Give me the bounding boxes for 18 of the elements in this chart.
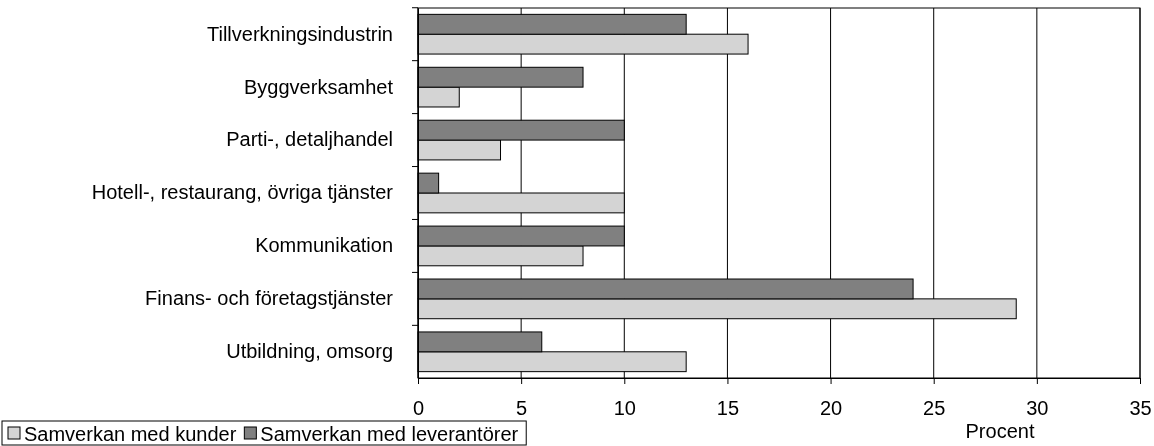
y-tick-label: Parti-, detaljhandel <box>226 128 393 151</box>
x-tick-label: 30 <box>1026 397 1049 419</box>
x-tick-label: 15 <box>716 397 740 419</box>
x-tick-label: 35 <box>1129 397 1152 419</box>
legend-label: Samverkan med kunder <box>24 423 237 445</box>
legend-label: Samverkan med leverantörer <box>260 423 519 445</box>
y-tick-label: Byggverksamhet <box>244 75 394 98</box>
x-tick-label: 10 <box>613 397 636 419</box>
x-tick-label: 0 <box>412 397 425 419</box>
x-axis-title: Procent <box>965 420 1035 442</box>
x-tick-label: 25 <box>923 397 946 419</box>
y-tick-label: Hotell-, restaurang, övriga tjänster <box>91 181 394 204</box>
y-tick-label: Finans- och företagstjänster <box>145 287 394 310</box>
x-tick-label: 20 <box>819 397 843 419</box>
y-tick-label: Kommunikation <box>255 234 393 257</box>
y-tick-label: Utbildning, omsorg <box>226 340 393 363</box>
y-tick-label: Tillverkningsindustrin <box>207 22 393 45</box>
x-tick-label: 5 <box>516 397 528 419</box>
